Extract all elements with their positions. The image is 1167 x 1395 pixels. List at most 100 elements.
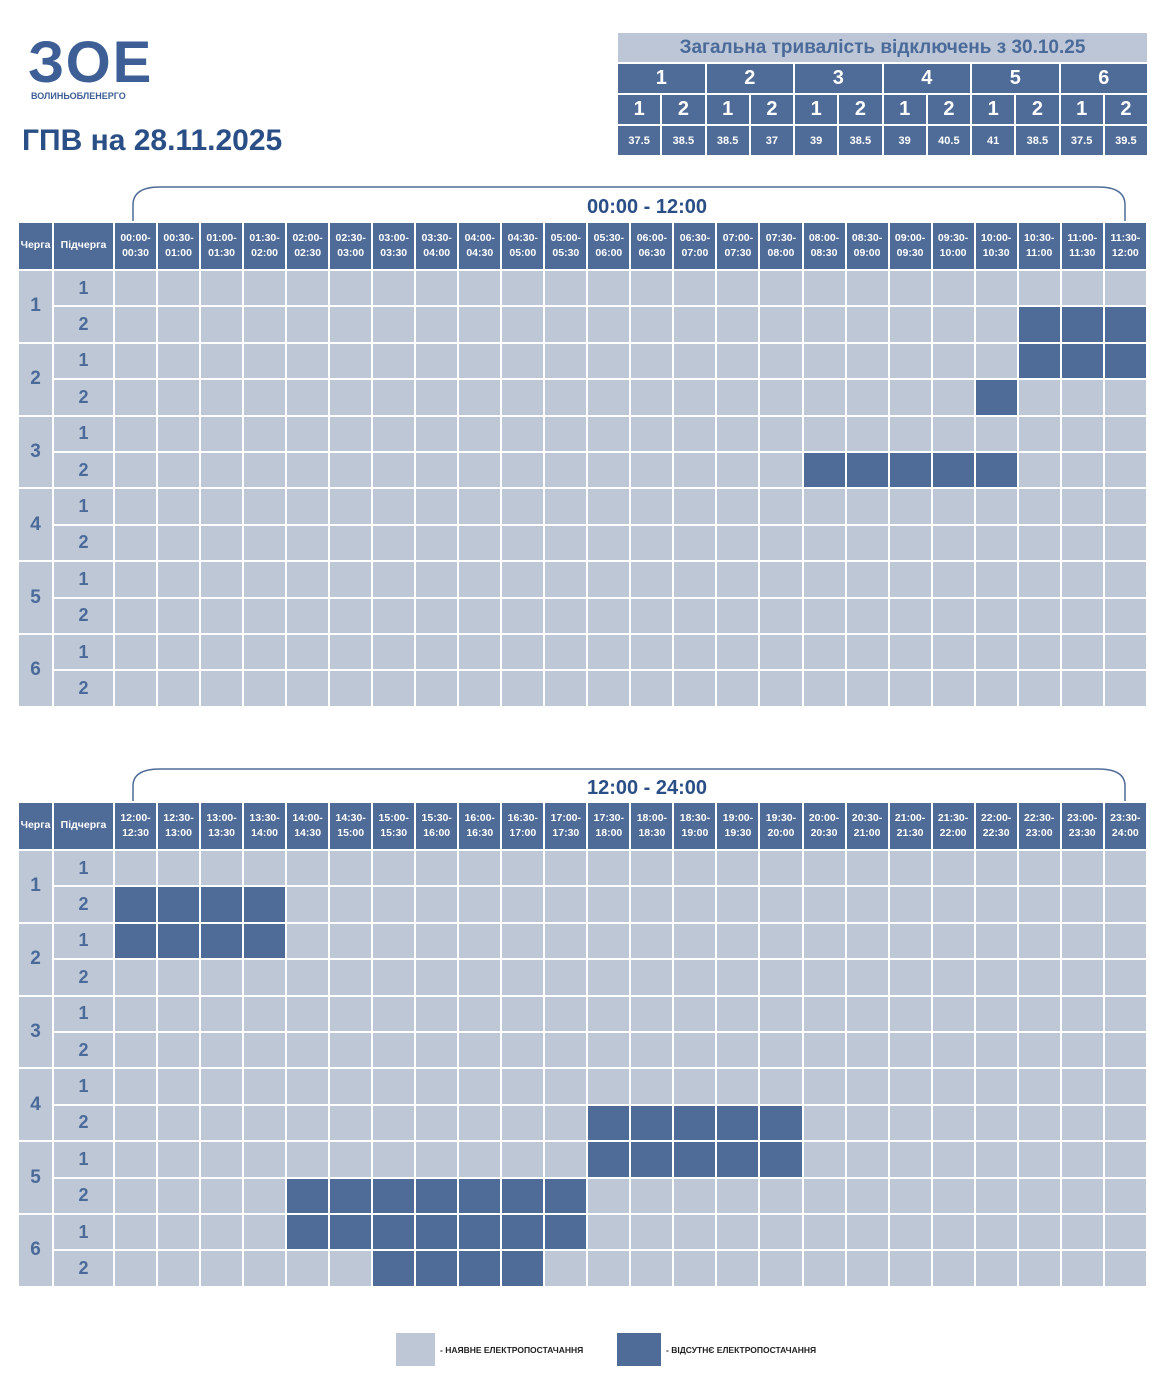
outage-cell	[672, 1140, 718, 1179]
supply-cell	[844, 1249, 890, 1288]
duration-value: 37.5	[1058, 124, 1105, 157]
supply-cell	[758, 669, 804, 708]
supply-cell	[629, 560, 675, 599]
supply-cell	[371, 487, 417, 526]
supply-cell	[1102, 1176, 1149, 1215]
supply-cell	[371, 885, 417, 924]
supply-cell	[500, 1103, 546, 1143]
supply-cell	[930, 1030, 976, 1070]
supply-cell	[801, 1140, 847, 1179]
time-slot: 19:30-20:00	[758, 801, 804, 851]
supply-cell	[543, 560, 589, 599]
supply-cell	[500, 632, 546, 672]
supply-cell	[715, 378, 761, 417]
supply-cell	[543, 523, 589, 563]
supply-cell	[457, 560, 503, 599]
supply-cell	[844, 268, 890, 308]
supply-cell	[758, 921, 804, 961]
supply-cell	[199, 1103, 245, 1143]
supply-cell	[199, 560, 245, 599]
supply-cell	[1016, 268, 1062, 308]
sub-label: 1	[615, 93, 663, 126]
supply-cell	[285, 596, 331, 635]
outage-cell	[156, 885, 202, 924]
supply-cell	[887, 1140, 933, 1179]
supply-cell	[930, 378, 976, 417]
outage-cell	[715, 1140, 761, 1179]
supply-cell	[328, 1249, 374, 1288]
supply-cell	[844, 560, 890, 599]
supply-cell	[1059, 958, 1105, 997]
time-slot: 14:30-15:00	[328, 801, 374, 851]
supply-cell	[543, 632, 589, 672]
supply-cell	[801, 921, 847, 961]
time-slot: 17:30-18:00	[586, 801, 632, 851]
supply-cell	[758, 1030, 804, 1070]
time-slot: 20:30-21:00	[844, 801, 890, 851]
supply-cell	[328, 596, 374, 635]
supply-cell	[1059, 596, 1105, 635]
supply-cell	[930, 669, 976, 708]
supply-cell	[844, 1212, 890, 1252]
supply-cell	[672, 669, 718, 708]
supply-cell	[371, 1067, 417, 1106]
outage-cell	[414, 1249, 460, 1288]
supply-cell	[715, 632, 761, 672]
supply-cell	[844, 487, 890, 526]
supply-cell	[887, 632, 933, 672]
supply-cell	[973, 1067, 1019, 1106]
supply-cell	[199, 1067, 245, 1106]
supply-cell	[586, 1249, 632, 1288]
supply-cell	[930, 596, 976, 635]
supply-cell	[156, 378, 202, 417]
time-slot: 00:30-01:00	[156, 221, 202, 271]
supply-cell	[543, 450, 589, 490]
supply-cell	[543, 268, 589, 308]
supply-cell	[199, 1030, 245, 1070]
supply-cell	[930, 1140, 976, 1179]
outage-cell	[242, 921, 288, 961]
supply-cell	[242, 632, 288, 672]
supply-cell	[715, 885, 761, 924]
supply-cell	[328, 632, 374, 672]
supply-cell	[1016, 1067, 1062, 1106]
supply-cell	[285, 669, 331, 708]
sub-queue-label: 2	[52, 378, 115, 417]
supply-cell	[500, 994, 546, 1033]
supply-cell	[112, 378, 159, 417]
supply-cell	[715, 921, 761, 961]
supply-cell	[672, 596, 718, 635]
supply-cell	[500, 1067, 546, 1106]
supply-cell	[112, 450, 159, 490]
supply-cell	[457, 848, 503, 888]
sub-queue-label: 1	[52, 268, 115, 308]
supply-cell	[156, 632, 202, 672]
supply-cell	[930, 1176, 976, 1215]
supply-cell	[758, 341, 804, 381]
duration-value: 37.5	[615, 124, 663, 157]
supply-cell	[543, 1249, 589, 1288]
supply-cell	[672, 1067, 718, 1106]
supply-cell	[930, 921, 976, 961]
supply-cell	[887, 1103, 933, 1143]
queue-label: 5	[17, 1140, 54, 1215]
supply-cell	[758, 378, 804, 417]
outage-cell	[414, 1212, 460, 1252]
queue-label: 5	[17, 560, 54, 635]
sub-label: 2	[1102, 93, 1150, 126]
group-label: 2	[704, 62, 795, 95]
supply-cell	[199, 1212, 245, 1252]
duration-value: 39	[881, 124, 928, 157]
supply-cell	[1059, 885, 1105, 924]
supply-cell	[715, 1030, 761, 1070]
supply-cell	[457, 921, 503, 961]
supply-cell	[973, 921, 1019, 961]
supply-cell	[715, 560, 761, 599]
